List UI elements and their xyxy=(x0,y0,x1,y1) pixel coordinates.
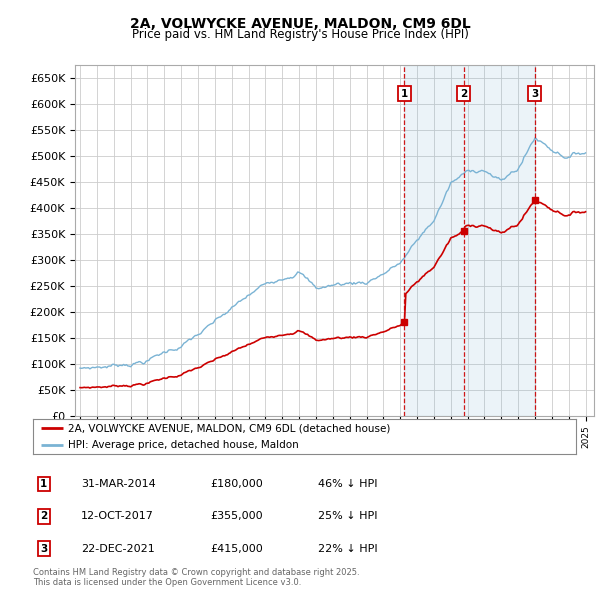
Text: 1: 1 xyxy=(40,479,47,489)
Text: 31-MAR-2014: 31-MAR-2014 xyxy=(81,479,156,489)
Text: 2A, VOLWYCKE AVENUE, MALDON, CM9 6DL (detached house): 2A, VOLWYCKE AVENUE, MALDON, CM9 6DL (de… xyxy=(68,424,391,434)
Text: 25% ↓ HPI: 25% ↓ HPI xyxy=(318,512,377,521)
Text: 3: 3 xyxy=(40,544,47,553)
Text: 3: 3 xyxy=(531,88,538,99)
Text: 22-DEC-2021: 22-DEC-2021 xyxy=(81,544,155,553)
Text: Contains HM Land Registry data © Crown copyright and database right 2025.
This d: Contains HM Land Registry data © Crown c… xyxy=(33,568,359,587)
Text: £355,000: £355,000 xyxy=(210,512,263,521)
Text: 22% ↓ HPI: 22% ↓ HPI xyxy=(318,544,377,553)
Bar xyxy=(404,65,535,416)
Text: 1: 1 xyxy=(401,88,408,99)
Text: 2A, VOLWYCKE AVENUE, MALDON, CM9 6DL: 2A, VOLWYCKE AVENUE, MALDON, CM9 6DL xyxy=(130,17,470,31)
Text: £415,000: £415,000 xyxy=(210,544,263,553)
Text: Price paid vs. HM Land Registry's House Price Index (HPI): Price paid vs. HM Land Registry's House … xyxy=(131,28,469,41)
Text: £180,000: £180,000 xyxy=(210,479,263,489)
Text: 46% ↓ HPI: 46% ↓ HPI xyxy=(318,479,377,489)
Text: 2: 2 xyxy=(40,512,47,521)
Text: 12-OCT-2017: 12-OCT-2017 xyxy=(81,512,154,521)
Text: 2: 2 xyxy=(460,88,467,99)
Text: HPI: Average price, detached house, Maldon: HPI: Average price, detached house, Mald… xyxy=(68,440,299,450)
